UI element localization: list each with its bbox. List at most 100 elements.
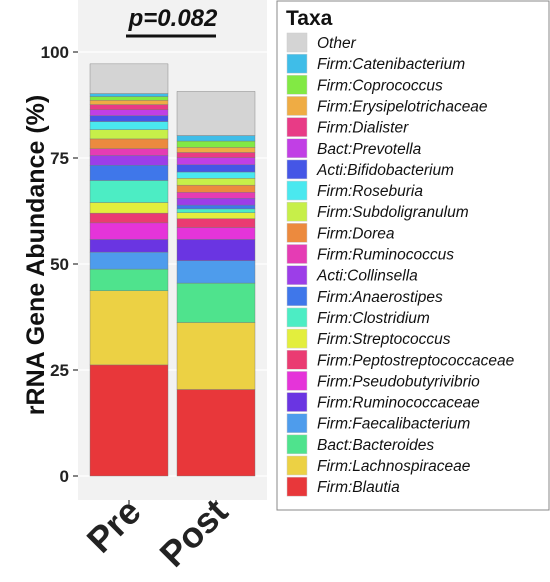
legend-label: Firm:Erysipelotrichaceae — [317, 98, 488, 115]
bar-segment — [89, 239, 169, 253]
legend-label: Firm:Peptostreptococcaceae — [317, 352, 515, 369]
p-value-annotation: p=0.082 — [128, 5, 218, 32]
legend-swatch — [286, 53, 308, 74]
bar-segment — [176, 212, 256, 219]
legend-box — [276, 0, 550, 511]
legend-label: Firm:Ruminococcus — [317, 247, 454, 264]
bar-segment — [89, 129, 169, 140]
y-axis-label: rRNA Gene Abundance (%) — [22, 95, 50, 415]
legend-swatch — [286, 201, 308, 222]
bar-segment — [176, 389, 256, 477]
legend-swatch — [286, 286, 308, 307]
bar-segment — [176, 157, 256, 165]
bar-segment — [89, 268, 169, 291]
x-tick-label: Post — [152, 491, 236, 575]
legend-swatch — [286, 328, 308, 349]
bar-segment — [176, 204, 256, 210]
bar-segment — [89, 364, 169, 477]
legend-swatch — [286, 96, 308, 116]
bar-segment — [89, 109, 169, 116]
legend-label: Firm:Anaerostipes — [317, 289, 443, 306]
bar-segment — [89, 180, 169, 203]
legend-title: Taxa — [286, 7, 333, 30]
legend-label: Other — [317, 35, 357, 52]
bar-segment — [176, 239, 256, 261]
bar-segment — [89, 222, 169, 240]
bars — [89, 63, 256, 477]
legend-label: Firm:Catenibacterium — [317, 56, 465, 73]
bar-segment — [89, 251, 169, 270]
legend-swatch — [286, 455, 308, 476]
bar-segment — [89, 93, 169, 97]
bar-segment — [176, 152, 256, 158]
legend-label: Acti:Collinsella — [316, 268, 418, 285]
y-tick-label: 50 — [50, 255, 69, 274]
legend-swatch — [286, 371, 308, 391]
bar-segment — [176, 164, 256, 173]
bar-segment — [89, 104, 169, 110]
y-tick-label: 75 — [50, 149, 69, 168]
legend-swatch — [286, 180, 308, 201]
bar-segment — [89, 96, 169, 101]
legend-swatch — [286, 476, 308, 497]
legend-swatch — [286, 413, 308, 433]
legend-label: Bact:Bacteroides — [317, 437, 434, 454]
legend-swatch — [286, 223, 308, 243]
bar-segment — [176, 198, 256, 206]
legend: Other Firm:Catenibacterium Firm:Coprococcu… — [286, 32, 515, 497]
bar-segment — [176, 147, 256, 153]
legend-swatch — [286, 32, 308, 53]
bar-segment — [176, 208, 256, 213]
legend-swatch — [286, 159, 308, 180]
bar-segment — [176, 192, 256, 199]
x-tick-label: Pre — [79, 491, 149, 561]
bar-segment — [89, 212, 169, 224]
legend-swatch — [286, 350, 308, 370]
bar-segment — [176, 135, 256, 142]
legend-swatch — [286, 75, 308, 95]
y-tick-label: 100 — [41, 43, 69, 62]
x-axis: Pre Post — [79, 491, 236, 575]
bar-segment — [176, 282, 256, 323]
bar-segment — [89, 63, 169, 94]
legend-label: Firm:Ruminococcaceae — [317, 395, 480, 412]
legend-label: Firm:Clostridium — [317, 310, 430, 327]
bar-segment — [89, 290, 169, 366]
legend-label: Firm:Lachnospiraceae — [317, 458, 471, 475]
bar-segment — [176, 260, 256, 284]
legend-swatch — [286, 138, 308, 158]
legend-swatch — [286, 244, 308, 264]
bar-segment — [176, 178, 256, 186]
legend-label: Firm:Subdoligranulum — [317, 204, 469, 221]
legend-label: Firm:Faecalibacterium — [317, 416, 470, 433]
legend-label: Firm:Streptococcus — [317, 331, 451, 348]
legend-label: Bact:Prevotella — [317, 141, 422, 158]
bar-segment — [89, 100, 169, 105]
y-axis: 0 25 50 75 100 — [41, 43, 78, 486]
legend-swatch — [286, 434, 308, 455]
legend-label: Firm:Pseudobutyrivibrio — [317, 373, 480, 390]
y-tick-label: 25 — [50, 361, 69, 380]
y-tick-label: 0 — [60, 467, 69, 486]
bar-segment — [89, 115, 169, 122]
legend-label: Firm:Roseburia — [317, 183, 423, 200]
bar-segment — [89, 138, 169, 149]
legend-label: Acti:Bifidobacterium — [316, 162, 454, 179]
legend-label: Firm:Coprococcus — [317, 77, 443, 94]
bar-segment — [176, 218, 256, 228]
bar-segment — [176, 140, 256, 148]
legend-swatch — [286, 392, 308, 412]
bar-segment — [176, 227, 256, 240]
bar-segment — [89, 148, 169, 156]
bar-segment — [176, 171, 256, 179]
legend-swatch — [286, 265, 308, 285]
legend-label: Firm:Dialister — [317, 120, 409, 137]
bar-segment — [89, 202, 169, 214]
legend-swatch — [286, 117, 308, 137]
legend-label: Firm:Dorea — [317, 225, 395, 242]
bar-segment — [176, 91, 256, 136]
bar-segment — [89, 121, 169, 130]
bar-segment — [89, 155, 169, 166]
bar-segment — [89, 165, 169, 181]
